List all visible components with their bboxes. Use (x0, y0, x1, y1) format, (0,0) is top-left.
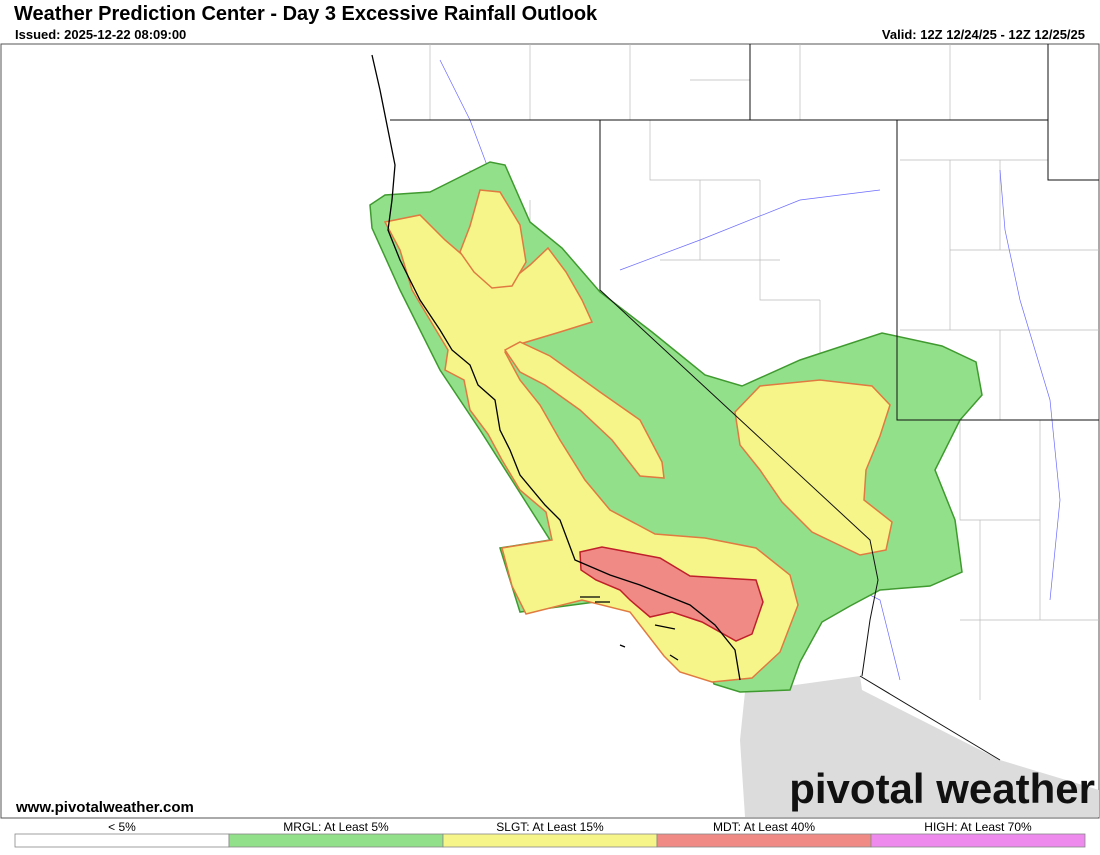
slgt-area (459, 189, 527, 289)
legend-label: SLGT: At Least 15% (496, 820, 604, 834)
islands (580, 596, 679, 661)
mexico (740, 676, 1099, 817)
map: www.pivotalweather.com pivotal weather (0, 43, 1100, 819)
coastline (371, 54, 741, 681)
legend-swatch (870, 833, 1086, 848)
risk-areas (369, 161, 983, 693)
legend-swatch (228, 833, 444, 848)
valid: Valid: 12Z 12/24/25 - 12Z 12/25/25 (882, 27, 1085, 42)
legend-swatch (656, 833, 872, 848)
legend-label: < 5% (108, 820, 136, 834)
slgt-area (383, 214, 799, 683)
logo: pivotal weather (789, 765, 1095, 812)
title: Weather Prediction Center - Day 3 Excess… (14, 3, 598, 25)
mdt-area (579, 546, 764, 642)
legend-label: MDT: At Least 40% (713, 820, 815, 834)
legend-label: HIGH: At Least 70% (924, 820, 1032, 834)
legend: < 5% MRGL: At Least 5% SLGT: At Least 15% M… (14, 820, 1086, 848)
legend-swatch (14, 833, 230, 848)
issued: Issued: 2025-12-22 08:09:00 (15, 27, 186, 42)
slgt-area (734, 379, 893, 556)
slgt-area (503, 341, 665, 479)
state-lines (390, 44, 1099, 761)
legend-label: MRGL: At Least 5% (283, 820, 389, 834)
legend-swatch (442, 833, 658, 848)
website: www.pivotalweather.com (15, 799, 194, 816)
